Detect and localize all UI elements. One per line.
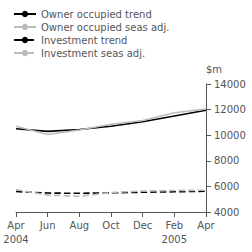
- svg-text:2004: 2004: [3, 234, 28, 245]
- svg-text:4000: 4000: [214, 207, 239, 218]
- svg-text:12000: 12000: [214, 104, 246, 115]
- svg-text:Apr: Apr: [7, 220, 25, 231]
- svg-text:Owner occupied seas adj.: Owner occupied seas adj.: [41, 22, 169, 33]
- svg-text:8000: 8000: [214, 155, 239, 166]
- svg-text:2005: 2005: [162, 234, 187, 245]
- svg-text:Owner occupied trend: Owner occupied trend: [41, 9, 152, 20]
- svg-text:14000: 14000: [214, 79, 246, 90]
- svg-text:Dec: Dec: [133, 220, 152, 231]
- svg-text:Investment seas adj.: Investment seas adj.: [41, 48, 145, 59]
- svg-text:Jun: Jun: [39, 220, 56, 231]
- svg-text:10000: 10000: [214, 130, 246, 141]
- svg-text:Oct: Oct: [102, 220, 119, 231]
- svg-text:Apr: Apr: [197, 220, 215, 231]
- svg-text:Aug: Aug: [70, 220, 90, 231]
- svg-text:$m: $m: [206, 64, 222, 75]
- svg-text:Feb: Feb: [165, 220, 183, 231]
- svg-text:Investment trend: Investment trend: [41, 35, 127, 46]
- svg-text:6000: 6000: [214, 181, 239, 192]
